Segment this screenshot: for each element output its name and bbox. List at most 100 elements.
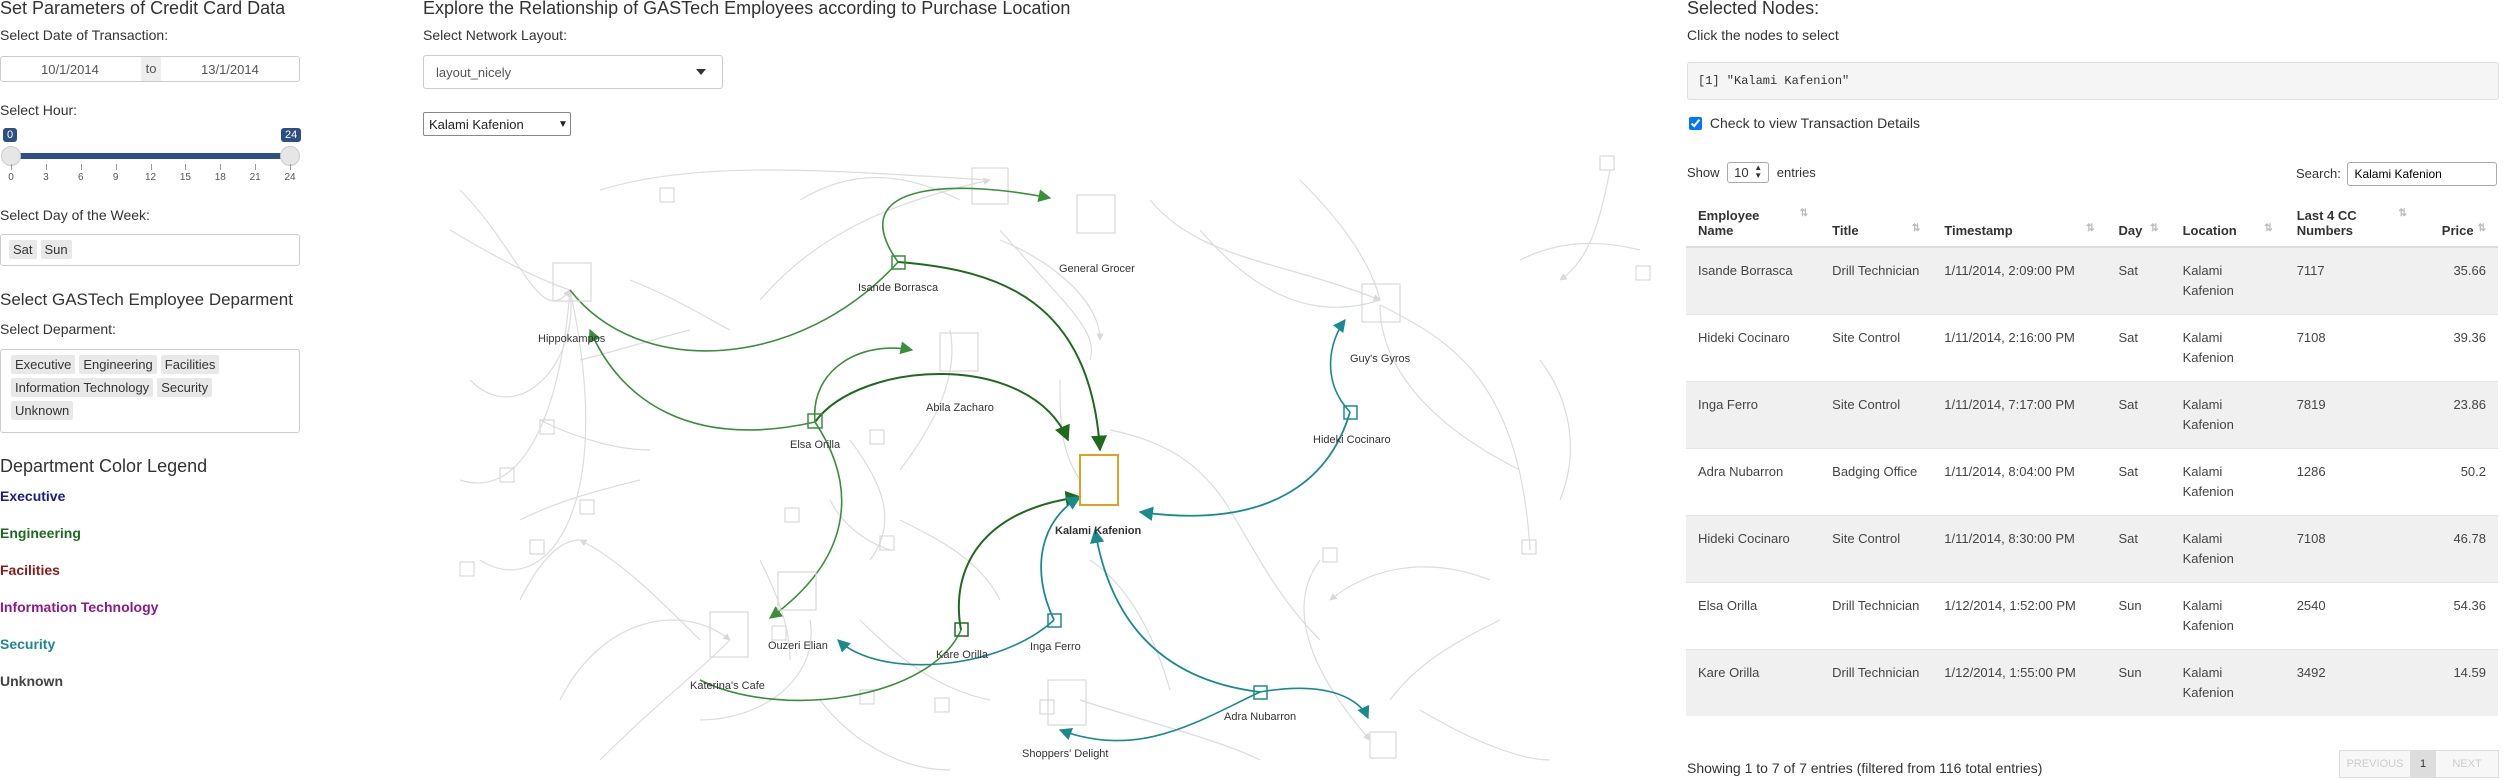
table-row[interactable]: Hideki Cocinaro Site Control 1/11/2014, 8:…	[1686, 515, 2498, 583]
entries-label: entries	[1776, 165, 1816, 180]
details-checkbox-row[interactable]: Check to view Transaction Details	[1687, 115, 1920, 131]
network-graph[interactable]: Hippokampos Isande Borrasca General Groc…	[423, 150, 1663, 780]
table-row[interactable]: Inga Ferro Site Control 1/11/2014, 7:17:00…	[1686, 381, 2498, 449]
table-cell: 1/11/2014, 7:17:00 PM	[1932, 381, 2107, 449]
sort-icon: ⇅	[1911, 223, 1921, 234]
next-button[interactable]: NEXT	[2435, 750, 2499, 778]
table-cell: 7108	[2284, 515, 2419, 583]
node-abila-zacharo[interactable]: Abila Zacharo	[926, 332, 994, 414]
table-cell: 50.2	[2418, 448, 2498, 516]
table-cell: 3492	[2284, 649, 2419, 716]
node-label: Isande Borrasca	[858, 282, 939, 294]
day-chip[interactable]: Sun	[40, 240, 72, 259]
table-cell: Kare Orilla	[1686, 649, 1821, 716]
date-from-field[interactable]: 10/1/2014	[41, 62, 99, 77]
dept-chip[interactable]: Executive	[11, 355, 76, 374]
table-cell: Sat	[2106, 448, 2171, 516]
previous-button[interactable]: PREVIOUS	[2339, 750, 2411, 778]
slider-tick	[255, 164, 257, 170]
node-adra-nubarron[interactable]: Adra Nubarron	[1224, 685, 1296, 723]
node-kalami-kafenion[interactable]: Kalami Kafenion	[1055, 454, 1141, 537]
network-nodes[interactable]: Hippokampos Isande Borrasca General Groc…	[538, 194, 1411, 760]
params-title: Set Parameters of Credit Card Data	[0, 0, 286, 18]
col-employee-name[interactable]: ⇅ Employee Name	[1686, 200, 1821, 248]
table-cell: Kalami Kafenion	[2170, 381, 2285, 449]
node-label: Abila Zacharo	[926, 402, 994, 414]
table-cell: Kalami Kafenion	[2170, 246, 2285, 315]
highlighted-edges	[569, 187, 1370, 742]
table-cell: Kalami Kafenion	[2170, 649, 2285, 716]
dept-chip[interactable]: Unknown	[11, 401, 74, 420]
node-guys-gyros[interactable]: Guy's Gyros	[1350, 283, 1411, 365]
details-checkbox[interactable]	[1689, 117, 1702, 130]
table-cell: Drill Technician	[1820, 582, 1933, 650]
table-body: Isande Borrasca Drill Technician 1/11/2014…	[1686, 246, 2498, 716]
slider-tick-label: 9	[112, 172, 119, 183]
table-cell: 7819	[2284, 381, 2419, 449]
node-select[interactable]: Kalami Kafenion ▼	[423, 112, 571, 136]
node-ouzeri-elian[interactable]: Ouzeri Elian	[768, 571, 828, 652]
col-location[interactable]: ⇅ Location	[2170, 200, 2285, 248]
col-price[interactable]: ⇅ Price	[2418, 200, 2498, 248]
dept-chip[interactable]: Security	[157, 378, 213, 397]
table-cell: 14.59	[2418, 649, 2498, 716]
table-row[interactable]: Isande Borrasca Drill Technician 1/11/2014…	[1686, 246, 2498, 315]
dept-chip[interactable]: Facilities	[160, 355, 220, 374]
table-cell: Kalami Kafenion	[2170, 448, 2285, 516]
table-row[interactable]: Elsa Orilla Drill Technician 1/12/2014, 1:…	[1686, 582, 2498, 650]
table-row[interactable]: Adra Nubarron Badging Office 1/11/2014, 8:…	[1686, 448, 2498, 516]
node-label: Guy's Gyros	[1350, 353, 1411, 365]
table-cell: Badging Office	[1820, 448, 1933, 516]
table-cell: Hideki Cocinaro	[1686, 515, 1821, 583]
node-label: Kalami Kafenion	[1055, 525, 1141, 537]
legend-executive: Executive	[0, 488, 66, 504]
dept-title: Select GASTech Employee Deparment	[0, 290, 293, 309]
hour-slider-min-handle[interactable]	[1, 146, 21, 166]
dept-chip[interactable]: Information Technology	[11, 378, 154, 397]
node-kare-orilla[interactable]: Kare Orilla	[936, 622, 989, 661]
col-timestamp[interactable]: ⇅ Timestamp	[1932, 200, 2107, 248]
dept-chip[interactable]: Engineering	[79, 355, 157, 374]
hour-min-badge: 0	[3, 128, 18, 142]
layout-select[interactable]: layout_nicely	[423, 55, 723, 89]
date-to-field[interactable]: 13/1/2014	[201, 62, 259, 77]
table-row[interactable]: Kare Orilla Drill Technician 1/12/2014, 1:…	[1686, 649, 2498, 716]
node-elsa-orilla[interactable]: Elsa Orilla	[790, 413, 841, 451]
legend-unknown: Unknown	[0, 673, 63, 689]
hour-slider-max-handle[interactable]	[280, 146, 300, 166]
node-isande-borrasca[interactable]: Isande Borrasca	[858, 255, 939, 294]
table-cell: Sat	[2106, 246, 2171, 315]
background-nodes	[459, 155, 1651, 759]
col-cc-numbers[interactable]: ⇅ Last 4 CC Numbers	[2284, 200, 2419, 248]
slider-tick-label: 0	[8, 172, 14, 183]
page-length-select[interactable]: 10 ▲ ▼	[1727, 162, 1770, 183]
table-cell: Sun	[2106, 582, 2171, 650]
selected-output-text: [1] "Kalami Kafenion"	[1698, 74, 1850, 88]
table-row[interactable]: Hideki Cocinaro Site Control 1/11/2014, 2:…	[1686, 314, 2498, 382]
slider-tick	[45, 164, 47, 170]
col-day[interactable]: ⇅ Day	[2106, 200, 2171, 248]
search-control: Search:	[2296, 162, 2498, 186]
slider-tick	[115, 164, 117, 170]
slider-tick	[185, 164, 187, 170]
day-chip[interactable]: Sat	[9, 240, 37, 259]
node-hideki-cocinaro[interactable]: Hideki Cocinaro	[1313, 405, 1391, 446]
table-cell: Sat	[2106, 314, 2171, 382]
day-select[interactable]: Sat Sun	[0, 234, 300, 266]
sort-icon: ⇅	[1799, 208, 1809, 219]
col-title[interactable]: ⇅ Title	[1820, 200, 1933, 248]
table-cell: 1/11/2014, 8:04:00 PM	[1932, 448, 2107, 516]
node-hippokampos[interactable]: Hippokampos	[538, 262, 606, 345]
node-inga-ferro[interactable]: Inga Ferro	[1030, 613, 1081, 653]
table-cell: Site Control	[1820, 314, 1933, 382]
sort-updown-icon: ▲ ▼	[1754, 163, 1763, 180]
table-cell: 35.66	[2418, 246, 2498, 315]
dept-select[interactable]: Executive Engineering Facilities Informati…	[0, 349, 300, 433]
node-general-grocer[interactable]: General Grocer	[1059, 194, 1135, 275]
node-shoppers-delight[interactable]: Shoppers' Delight	[1022, 679, 1109, 760]
legend-engineering: Engineering	[0, 525, 81, 541]
node-katerinas-cafe[interactable]: Katerina's Cafe	[690, 611, 765, 692]
page-1-button[interactable]: 1	[2411, 750, 2435, 778]
search-input[interactable]	[2347, 162, 2498, 186]
sort-icon: ⇅	[2477, 223, 2486, 234]
